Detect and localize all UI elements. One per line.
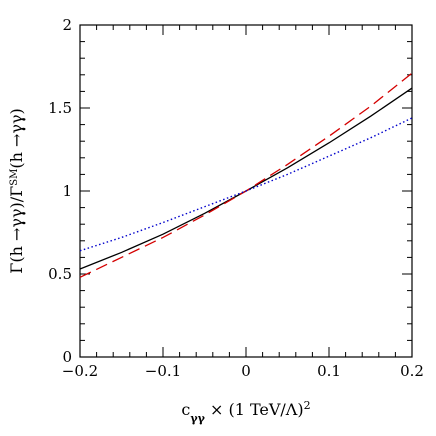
x-axis-label: cγγ × (1 TeV/Λ)2 (181, 399, 310, 425)
x-tick-label: 0 (241, 362, 251, 380)
y-tick-label: 0.5 (48, 265, 72, 283)
series-line-solid (79, 87, 413, 270)
series-line-dashed (79, 72, 413, 278)
axis-ticks (79, 24, 413, 358)
x-tick-label: 0.1 (317, 362, 341, 380)
tick-labels: −0.2 −0.1 0 0.1 0.2 0 0.5 1 1.5 2 (48, 16, 424, 380)
y-tick-label: 0 (62, 348, 72, 366)
x-tick-label: −0.2 (62, 362, 98, 380)
y-tick-label: 2 (62, 16, 72, 34)
series-line-dotted (79, 117, 413, 252)
series-lines (79, 72, 413, 278)
y-axis-label: Γ(h →γγ)/ΓSM(h →γγ) (7, 108, 26, 274)
y-tick-label: 1.5 (48, 99, 72, 117)
x-tick-label: 0.2 (400, 362, 424, 380)
x-tick-label: −0.1 (145, 362, 181, 380)
y-tick-label: 1 (62, 182, 72, 200)
